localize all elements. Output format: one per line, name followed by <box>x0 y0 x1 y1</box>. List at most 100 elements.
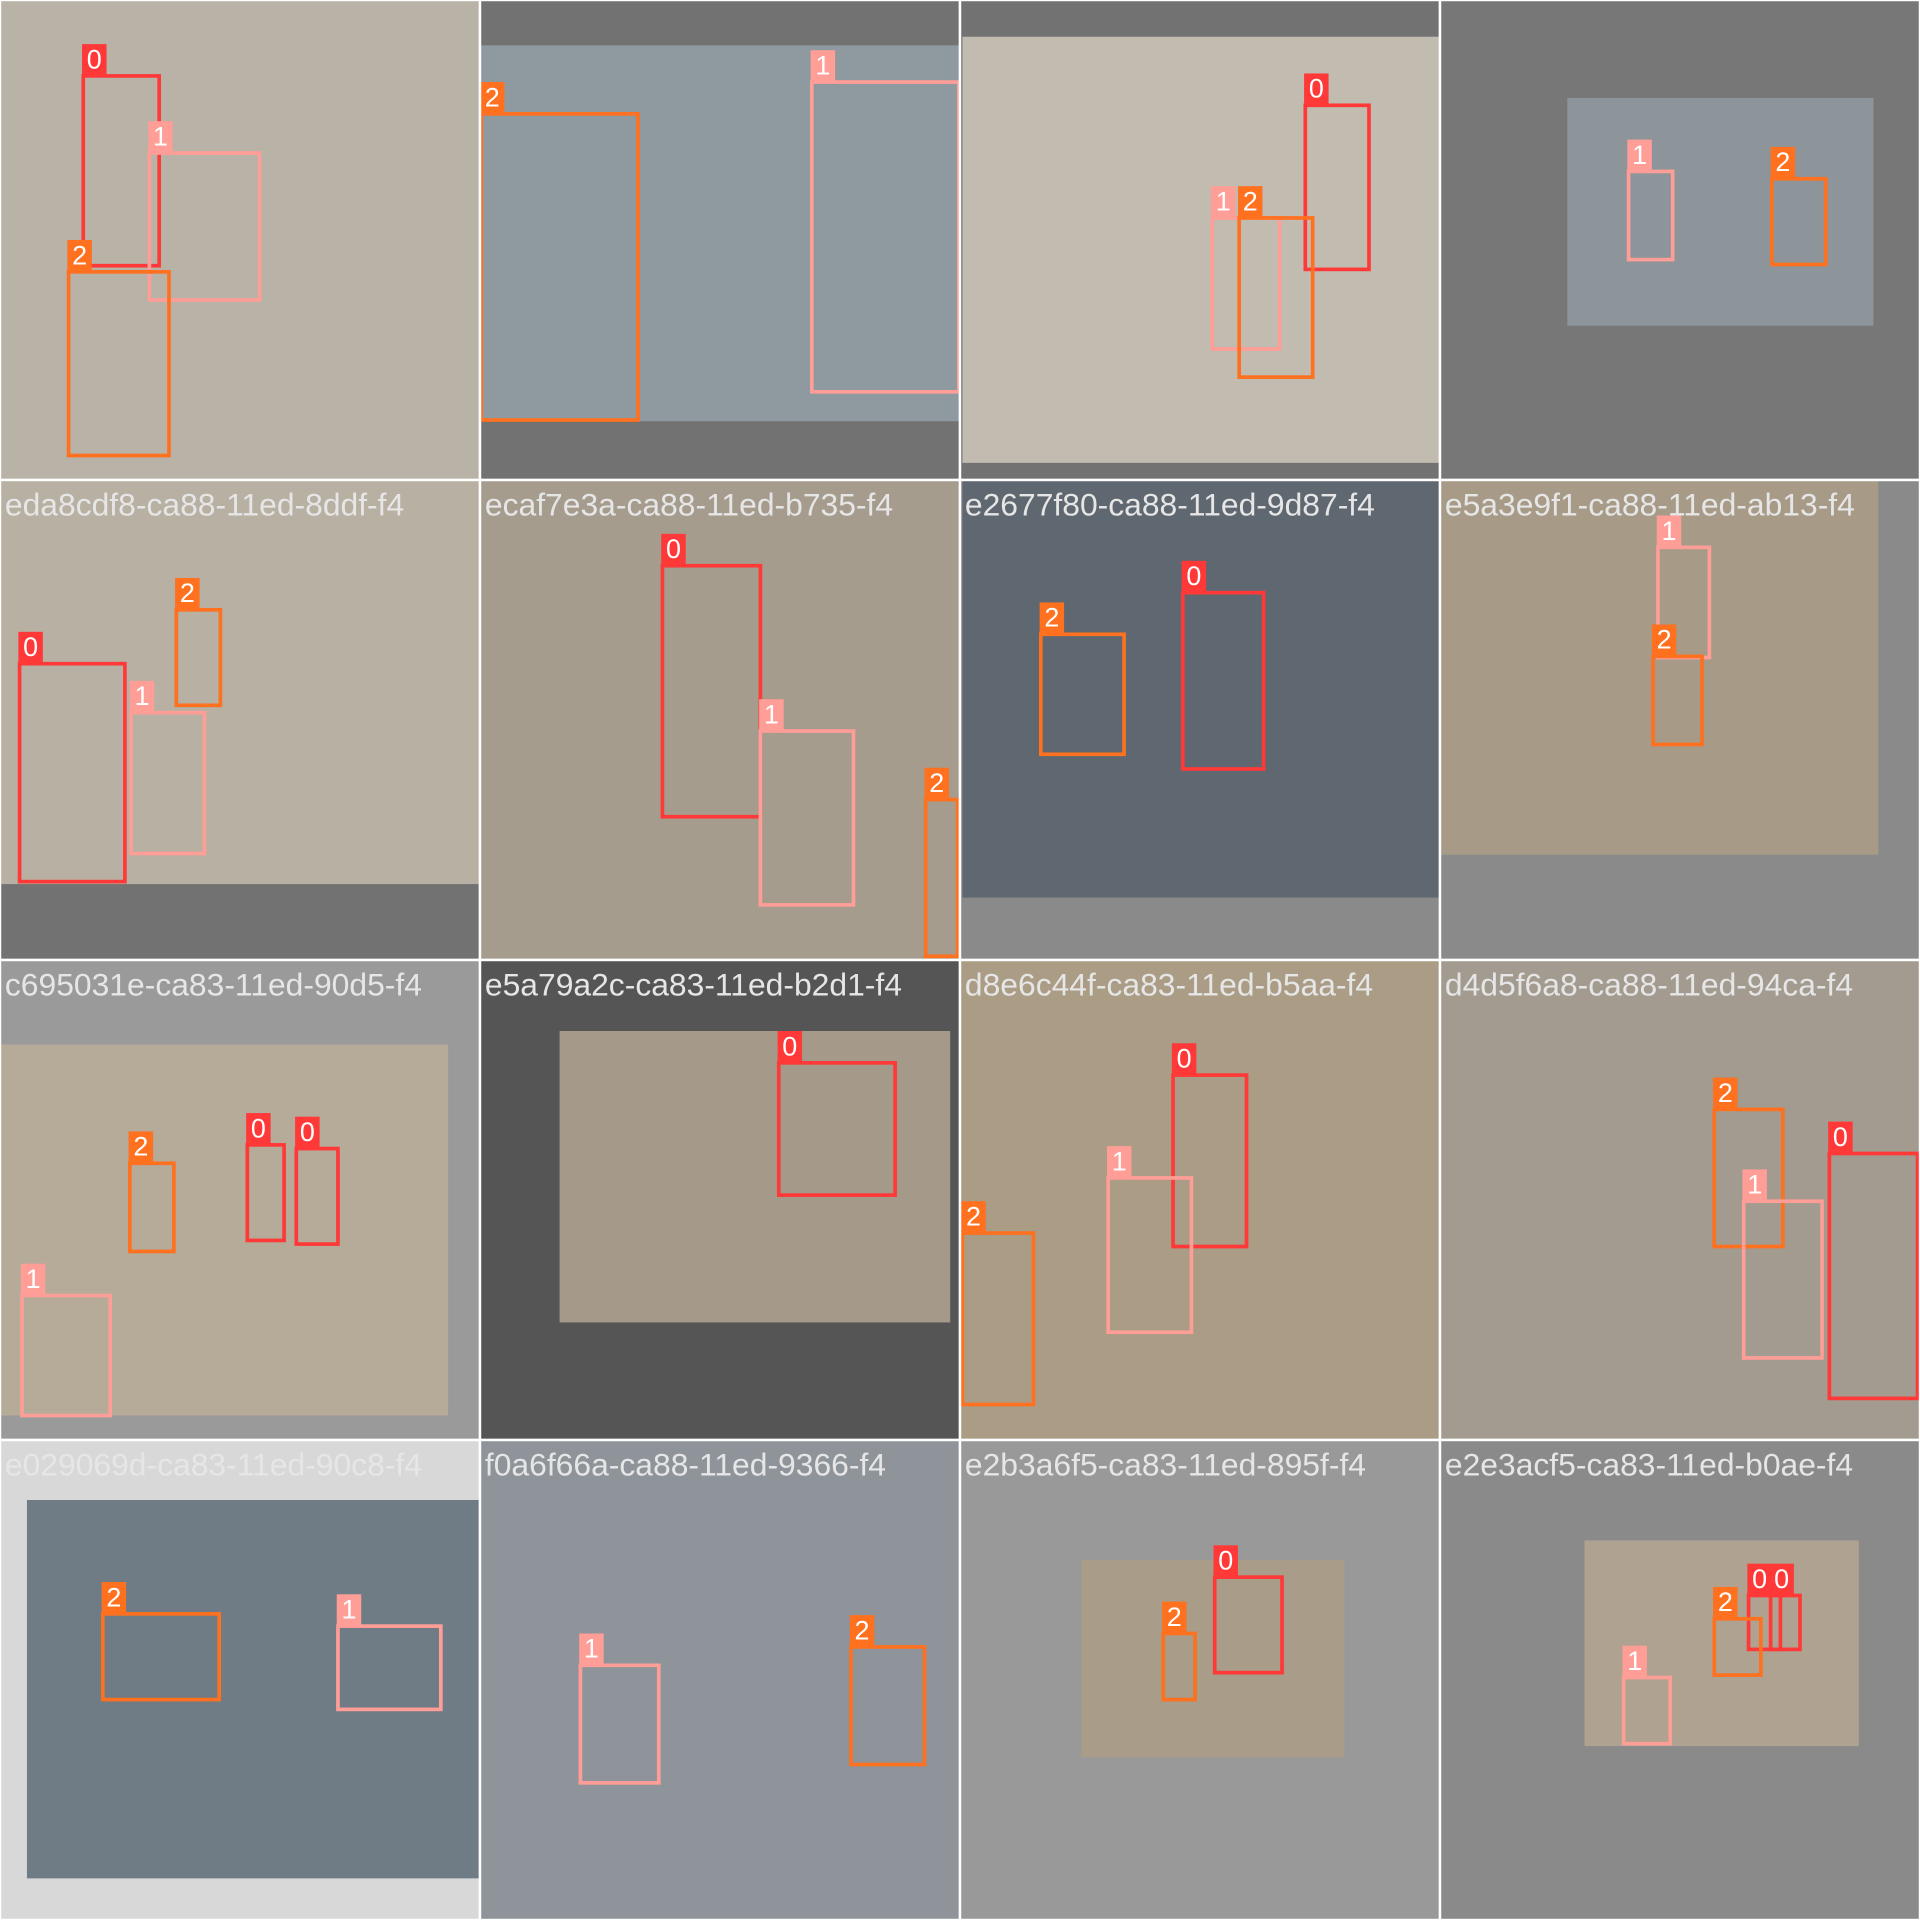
label-tag <box>1742 1169 1767 1202</box>
label-tag <box>777 1031 803 1063</box>
box-label: 0 <box>782 1031 797 1061</box>
box-label: 2 <box>929 768 944 798</box>
label-tag <box>1237 186 1263 218</box>
box-label: 2 <box>855 1615 870 1645</box>
box-label: 2 <box>1167 1602 1182 1632</box>
bounding-box <box>81 74 162 268</box>
box-label: 1 <box>1627 1646 1642 1676</box>
label-tag <box>1656 515 1682 548</box>
box-label: 2 <box>1718 1587 1733 1617</box>
box-label: 0 <box>251 1113 266 1143</box>
bounding-box <box>1770 176 1828 267</box>
box-label: 0 <box>1186 561 1201 591</box>
box-label: 1 <box>1661 516 1676 546</box>
file-caption: e2b3a6f5-ca83-11ed-895f-f4 <box>965 1446 1366 1482</box>
file-caption: eda8cdf8-ca88-11ed-8ddf-f4 <box>5 486 404 522</box>
box-label: 2 <box>180 578 195 608</box>
box-label: 0 <box>666 534 681 564</box>
tile: 2 1 e029069d-ca83-11ed-90c8-f4 <box>0 1440 480 1920</box>
label-tag <box>1770 146 1796 179</box>
photo <box>480 480 960 960</box>
tile: 1 2 e5a3e9f1-ca88-11ed-ab13-f4 <box>1440 480 1920 960</box>
bounding-box <box>1651 654 1704 747</box>
label-tag <box>579 1633 604 1666</box>
label-tag <box>810 50 836 83</box>
box-label: 2 <box>72 240 87 270</box>
photo <box>26 1500 480 1879</box>
bounding-box <box>101 1612 222 1702</box>
tile: 2 0 e2677f80-ca88-11ed-9d87-f4 <box>960 480 1440 960</box>
box-label: 1 <box>135 681 150 711</box>
box-label: 1 <box>1112 1146 1127 1176</box>
bounding-box <box>336 1624 443 1712</box>
photo <box>480 45 960 422</box>
bounding-box <box>1171 1073 1249 1249</box>
box-label: 0 <box>1177 1044 1192 1074</box>
photo <box>1584 1540 1859 1747</box>
box-label: 0 <box>1218 1546 1233 1576</box>
label-tag <box>1747 1563 1772 1596</box>
box-label: 1 <box>1747 1170 1762 1200</box>
box-label: 2 <box>133 1132 148 1162</box>
file-caption: c695031e-ca83-11ed-90d5-f4 <box>5 966 422 1002</box>
label-tag <box>246 1113 271 1145</box>
tile: 1 2 f0a6f66a-ca88-11ed-9366-f4 <box>480 1440 960 1920</box>
box-label: 2 <box>1718 1078 1733 1108</box>
label-tag <box>1622 1645 1647 1678</box>
box-label: 2 <box>485 82 500 112</box>
tile: 2 0 1 eda8cdf8-ca88-11ed-8ddf-f4 <box>0 480 480 960</box>
file-caption: e2677f80-ca88-11ed-9d87-f4 <box>965 486 1375 522</box>
label-tag <box>295 1116 320 1149</box>
bounding-box <box>849 1645 927 1767</box>
photo <box>0 480 480 885</box>
box-label: 2 <box>1243 186 1258 216</box>
label-tag <box>336 1594 362 1627</box>
box-label: 1 <box>1632 140 1647 170</box>
bounding-box <box>776 1061 897 1197</box>
tile: 21 <box>480 0 960 480</box>
box-label: 2 <box>1044 603 1059 633</box>
tile: 2 1 0 d4d5f6a8-ca88-11ed-94ca-f4 <box>1440 960 1920 1440</box>
label-tag <box>480 82 505 114</box>
label-tag <box>1162 1601 1187 1634</box>
file-caption: e5a3e9f1-ca88-11ed-ab13-f4 <box>1445 486 1855 522</box>
label-tag <box>1171 1043 1197 1076</box>
tile: 2 0 0 1 c695031e-ca83-11ed-90d5-f4 <box>0 960 480 1440</box>
label-tag <box>82 44 107 76</box>
bounding-box <box>1741 1199 1824 1360</box>
file-caption: f0a6f66a-ca88-11ed-9366-f4 <box>485 1446 886 1482</box>
box-label: 0 <box>1752 1564 1767 1594</box>
label-tag <box>961 1201 986 1234</box>
label-tag <box>924 767 949 800</box>
box-label: 1 <box>764 699 779 729</box>
label-tag <box>175 577 200 610</box>
box-label: 1 <box>26 1264 41 1294</box>
box-label: 1 <box>153 121 168 151</box>
file-caption: ecaf7e3a-ca88-11ed-b735-f4 <box>485 486 893 522</box>
bounding-box <box>1712 1107 1785 1249</box>
box-label: 0 <box>1309 74 1324 104</box>
label-tag <box>1213 1545 1238 1578</box>
photo <box>0 1044 449 1416</box>
label-tag <box>1713 1077 1738 1110</box>
bounding-box <box>17 661 127 884</box>
tile: 0 e5a79a2c-ca83-11ed-b2d1-f4 <box>480 960 960 1440</box>
tile: 0 1 2 d8e6c44f-ca83-11ed-b5aa-f4 <box>960 960 1440 1440</box>
photo <box>559 1031 951 1323</box>
bounding-box <box>1106 1176 1194 1335</box>
box-label: 2 <box>1657 625 1672 655</box>
label-tag <box>1713 1586 1738 1619</box>
label-tag <box>759 699 784 732</box>
bounding-box <box>1303 103 1371 272</box>
label-tag <box>1211 186 1236 218</box>
file-caption: d4d5f6a8-ca88-11ed-94ca-f4 <box>1445 966 1853 1002</box>
bounding-box <box>660 563 763 819</box>
box-label: 0 <box>300 1117 315 1147</box>
tile: 012 <box>0 0 480 480</box>
box-label: 0 <box>1774 1564 1789 1594</box>
